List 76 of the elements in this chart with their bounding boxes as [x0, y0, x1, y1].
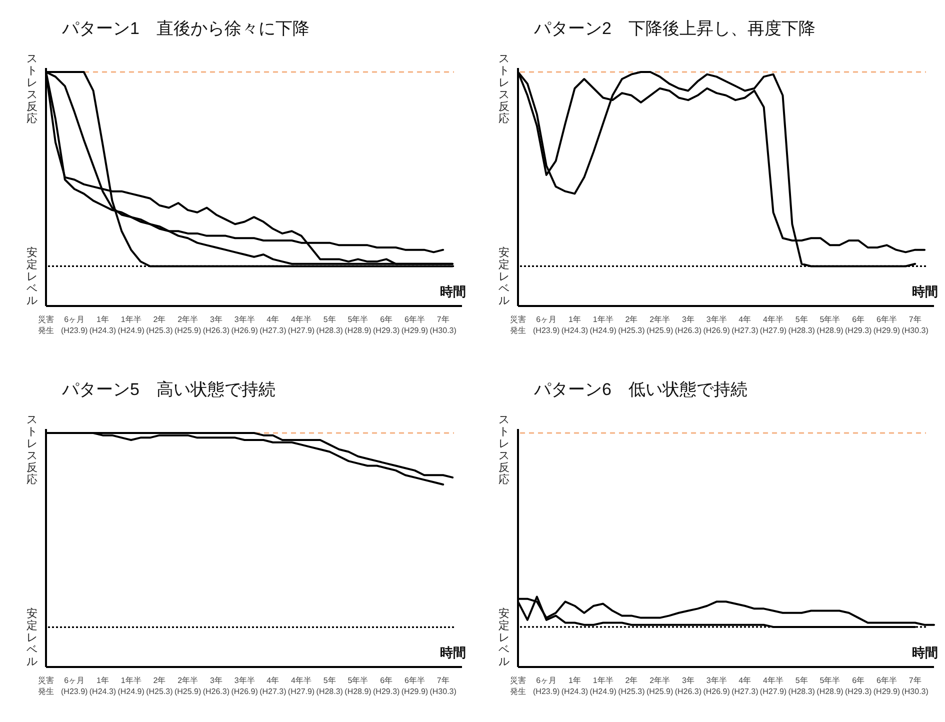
x-tick-label: 6年 (H29.3) [373, 315, 400, 335]
ref-line-label: ストレス反応 [26, 414, 38, 486]
x-tick-label: 6ヶ月 (H23.9) [533, 676, 560, 696]
x-tick-label: 5年半 (H28.9) [816, 676, 844, 696]
x-tick-label: 6年半 (H29.9) [401, 315, 428, 335]
x-tick-label: 2年半 (H25.9) [174, 315, 202, 335]
x-tick-label: 6年 (H29.3) [845, 315, 872, 335]
x-tick-label: 3年半 (H26.9) [703, 315, 730, 335]
ref-line-label: 安定レベル [26, 607, 38, 668]
x-tick-label: 3年 (H26.3) [202, 676, 230, 696]
x-tick-label: 3年 (H26.3) [202, 315, 230, 335]
x-tick-label: 2年半 (H25.9) [174, 676, 202, 696]
x-tick-label: 4年半 (H27.9) [760, 676, 787, 696]
x-tick-label: 7年 (H30.3) [902, 676, 929, 696]
x-tick-label: 4年半 (H27.9) [288, 676, 315, 696]
ref-line-label: ストレス反応 [498, 53, 510, 125]
x-tick-label: 6ヶ月 (H23.9) [533, 315, 560, 335]
x-tick-label: 1年 (H24.3) [89, 315, 116, 335]
x-tick-label: 3年 (H26.3) [674, 676, 702, 696]
x-tick-label: 3年 (H26.3) [674, 315, 702, 335]
x-tick-label: 2年 (H25.3) [146, 676, 174, 696]
x-tick-label: 5年半 (H28.9) [344, 676, 372, 696]
x-tick-label: 2年 (H25.3) [146, 315, 174, 335]
x-tick-label: 3年半 (H26.9) [703, 676, 730, 696]
chart-title: パターン1 直後から徐々に下降 [61, 19, 310, 38]
x-tick-label: 4年半 (H27.9) [288, 315, 315, 335]
x-tick-label: 災害発生 [510, 315, 526, 335]
x-tick-label: 災害発生 [38, 676, 54, 696]
x-tick-label: 3年半 (H26.9) [231, 676, 258, 696]
x-tick-label: 4年 (H27.3) [732, 315, 759, 335]
x-tick-label: 7年 (H30.3) [902, 315, 929, 335]
x-tick-label: 5年 (H28.3) [788, 676, 816, 696]
x-tick-label: 1年 (H24.3) [561, 315, 588, 335]
x-tick-label: 5年 (H28.3) [788, 315, 816, 335]
x-tick-label: 4年半 (H27.9) [760, 315, 787, 335]
x-tick-label: 1年半 (H24.9) [118, 676, 145, 696]
x-tick-label: 7年 (H30.3) [430, 676, 457, 696]
x-tick-label: 5年半 (H28.9) [816, 315, 844, 335]
x-tick-label: 6年半 (H29.9) [401, 676, 428, 696]
x-tick-label: 2年半 (H25.9) [646, 315, 674, 335]
x-tick-label: 1年半 (H24.9) [118, 315, 145, 335]
x-tick-label: 1年半 (H24.9) [590, 676, 617, 696]
ref-line-label: ストレス反応 [498, 414, 510, 486]
chart-title: パターン2 下降後上昇し、再度下降 [533, 19, 816, 38]
x-tick-label: 6年半 (H29.9) [873, 315, 900, 335]
x-tick-label: 2年半 (H25.9) [646, 676, 674, 696]
x-tick-label: 1年 (H24.3) [561, 676, 588, 696]
ref-line-label: 安定レベル [26, 246, 38, 308]
x-tick-label: 6年 (H29.3) [373, 676, 400, 696]
x-axis-title: 時間 [912, 645, 938, 660]
x-tick-label: 5年 (H28.3) [316, 315, 344, 335]
x-axis-title: 時間 [912, 284, 938, 299]
x-tick-label: 7年 (H30.3) [430, 315, 457, 335]
chart-title: パターン5 高い状態で持続 [61, 380, 276, 399]
x-axis-title: 時間 [440, 284, 466, 299]
x-tick-label: 4年 (H27.3) [260, 315, 287, 335]
ref-line-label: 安定レベル [498, 246, 510, 308]
ref-line-label: ストレス反応 [26, 53, 38, 125]
x-tick-label: 6年 (H29.3) [845, 676, 872, 696]
x-tick-label: 1年半 (H24.9) [590, 315, 617, 335]
ref-line-label: 安定レベル [498, 606, 510, 668]
x-tick-label: 5年半 (H28.9) [344, 315, 372, 335]
x-tick-label: 1年 (H24.3) [89, 676, 116, 696]
x-tick-label: 5年 (H28.3) [316, 676, 344, 696]
x-tick-label: 2年 (H25.3) [618, 315, 646, 335]
x-tick-label: 2年 (H25.3) [618, 676, 646, 696]
chart-title: パターン6 低い状態で持続 [533, 380, 748, 399]
x-tick-label: 6年半 (H29.9) [873, 676, 900, 696]
x-tick-label: 6ヶ月 (H23.9) [61, 315, 88, 335]
x-tick-label: 4年 (H27.3) [732, 676, 759, 696]
x-tick-label: 6ヶ月 (H23.9) [61, 676, 88, 696]
x-tick-label: 3年半 (H26.9) [231, 315, 258, 335]
x-tick-label: 災害発生 [510, 676, 526, 696]
x-tick-label: 災害発生 [38, 315, 54, 335]
x-tick-label: 4年 (H27.3) [260, 676, 287, 696]
x-axis-title: 時間 [440, 645, 466, 660]
